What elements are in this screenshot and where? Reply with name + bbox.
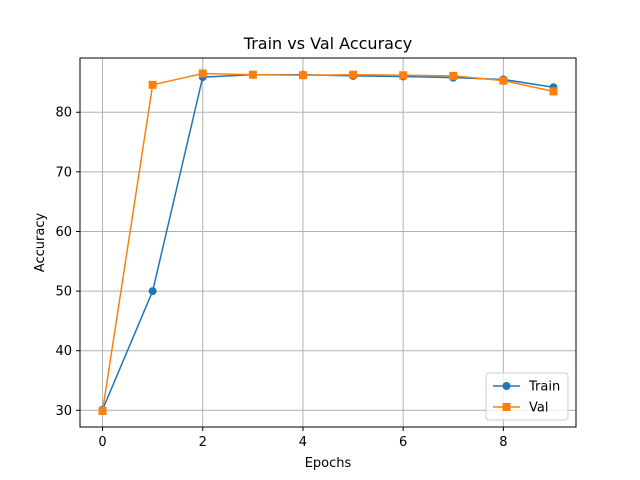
legend: Train Val: [485, 372, 569, 421]
x-tick-label: 4: [299, 435, 307, 450]
data-point-val: [98, 406, 107, 415]
x-axis-title: Epochs: [305, 456, 352, 471]
x-tick-label: 6: [399, 435, 407, 450]
data-point-val: [399, 71, 408, 80]
series-line-val: [101, 72, 554, 412]
data-point-train: [148, 287, 157, 296]
x-tick-label: 2: [199, 435, 207, 450]
plot-frame: [79, 57, 577, 428]
y-tick-label: 50: [55, 285, 72, 300]
y-tick-label: 70: [55, 165, 72, 180]
legend-item-train: Train: [493, 380, 560, 395]
grid: [80, 58, 576, 427]
legend-label-val: Val: [529, 401, 548, 416]
y-tick-label: 60: [55, 225, 72, 240]
y-tick-label: 40: [55, 344, 72, 359]
x-tick-label: 8: [499, 435, 507, 450]
series-val: [98, 69, 558, 415]
legend-marker-train: [502, 382, 511, 390]
y-tick-label: 30: [55, 404, 72, 419]
data-point-val: [449, 71, 458, 80]
data-point-val: [198, 69, 207, 78]
axis-ticks: 0 2 4 6 8 30 40 50 60 70 80: [55, 106, 507, 450]
data-point-val: [349, 70, 358, 79]
y-tick-label: 80: [55, 106, 72, 121]
legend-marker-val: [502, 403, 511, 411]
data-point-val: [248, 70, 257, 79]
data-point-val: [549, 87, 558, 96]
data-point-val: [298, 71, 307, 80]
legend-item-val: Val: [493, 401, 548, 416]
legend-label-train: Train: [528, 380, 560, 395]
y-axis-title: Accuracy: [33, 213, 48, 273]
series-layer: [98, 69, 558, 415]
x-tick-label: 0: [98, 435, 106, 450]
chart-title: Train vs Val Accuracy: [243, 34, 412, 53]
data-point-val: [499, 76, 508, 85]
data-point-val: [148, 80, 157, 89]
